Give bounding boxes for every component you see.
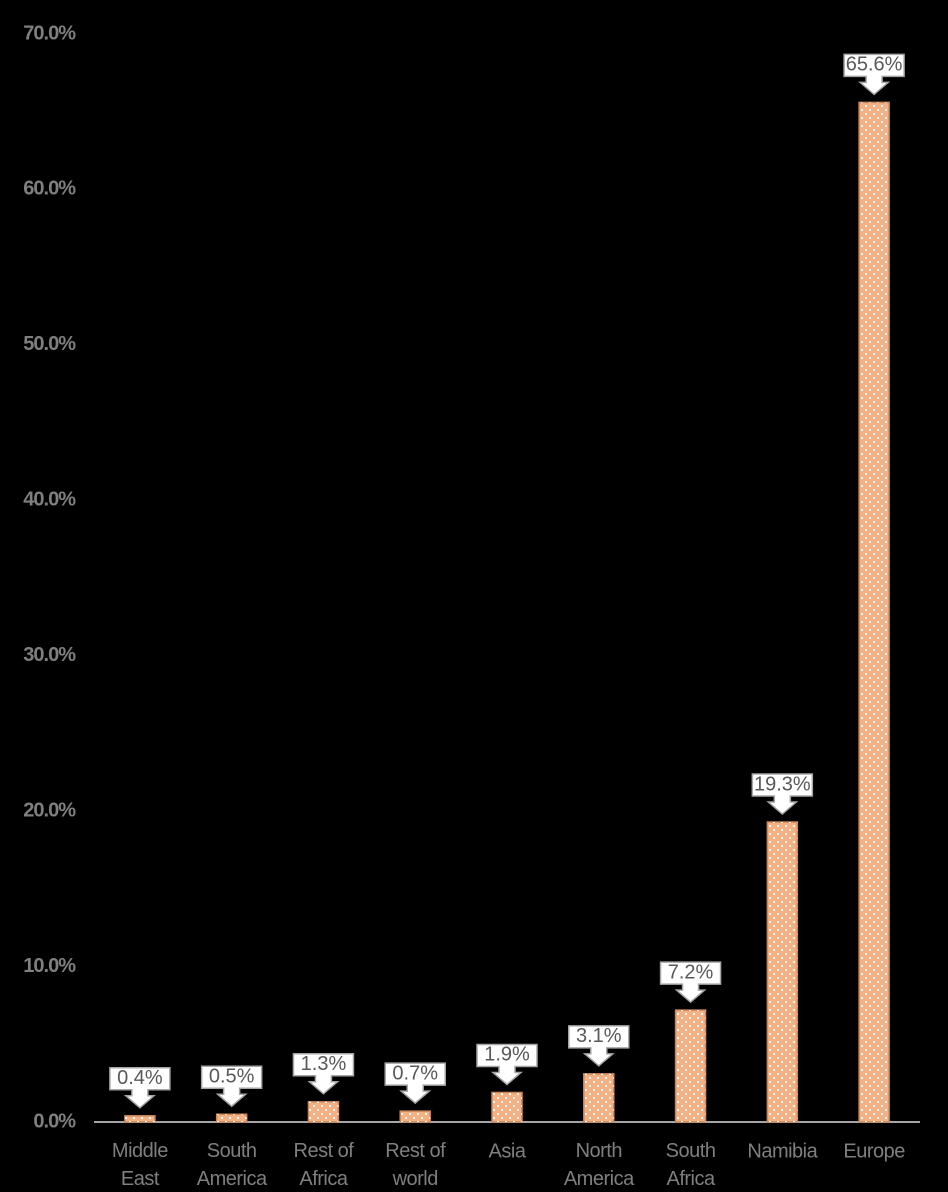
- callout: [659, 961, 722, 1004]
- value-label: 1.3%: [301, 1053, 347, 1075]
- callout: [476, 1043, 538, 1086]
- x-tick-label: North America: [564, 1140, 635, 1190]
- value-label: 1.9%: [484, 1044, 530, 1066]
- y-tick-label: 20.0%: [23, 799, 76, 821]
- y-tick-label: 40.0%: [23, 489, 76, 511]
- y-tick-label: 30.0%: [23, 644, 76, 666]
- x-tick-label: South Africa: [666, 1140, 716, 1190]
- bar-pattern: [583, 1073, 614, 1122]
- y-tick-label: 0.0%: [33, 1110, 76, 1132]
- bar-pattern: [492, 1092, 522, 1122]
- bar-pattern: [675, 1010, 706, 1122]
- callout: [109, 1067, 171, 1109]
- x-tick-label: South America: [197, 1140, 268, 1190]
- value-label: 0.4%: [117, 1067, 163, 1089]
- value-label: 19.3%: [754, 773, 811, 795]
- value-label: 65.6%: [846, 54, 903, 76]
- bar-pattern: [767, 822, 798, 1122]
- callout: [843, 53, 905, 96]
- value-label: 0.7%: [392, 1062, 438, 1084]
- y-tick-label: 60.0%: [23, 178, 76, 200]
- x-tick-label: Namibia: [747, 1140, 818, 1162]
- y-tick-label: 10.0%: [23, 955, 76, 977]
- value-label: 3.1%: [576, 1025, 622, 1047]
- value-label: 7.2%: [668, 961, 714, 983]
- value-label: 0.5%: [209, 1066, 255, 1088]
- callout: [751, 773, 814, 816]
- callout: [292, 1053, 355, 1095]
- callout: [200, 1065, 263, 1108]
- bar-pattern: [216, 1114, 247, 1122]
- callout: [384, 1062, 446, 1105]
- x-tick-label: Rest of Africa: [294, 1140, 355, 1190]
- bar-pattern: [400, 1111, 431, 1122]
- bar-pattern: [859, 102, 890, 1123]
- x-tick-label: Rest of world: [385, 1140, 446, 1190]
- x-tick-label: Middle East: [112, 1140, 168, 1190]
- bar-pattern: [124, 1115, 155, 1122]
- callout: [568, 1025, 630, 1067]
- x-tick-label: Asia: [489, 1140, 527, 1162]
- x-tick-label: Europe: [843, 1140, 905, 1162]
- bar-pattern: [308, 1101, 339, 1122]
- y-tick-label: 50.0%: [23, 333, 76, 355]
- y-tick-label: 70.0%: [23, 22, 76, 44]
